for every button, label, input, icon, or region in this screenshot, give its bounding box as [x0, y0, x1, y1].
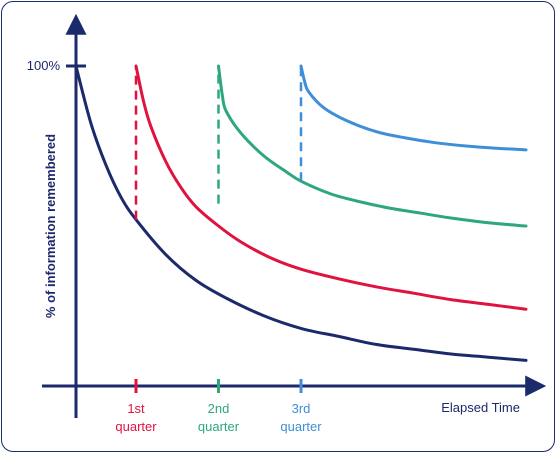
review-drops-group: [134, 66, 303, 220]
retention-curve-0: [74, 64, 528, 362]
review-label-line1-2: 3rd: [292, 401, 311, 416]
retention-curve-3: [299, 64, 528, 152]
review-label-line2-2: quarter: [280, 419, 322, 434]
review-label-line1-0: 1st: [127, 401, 145, 416]
curves-group: [74, 64, 528, 362]
review-label-line1-1: 2nd: [208, 401, 230, 416]
review-label-line2-0: quarter: [115, 419, 157, 434]
y-tick-100-label: 100%: [27, 58, 61, 73]
review-label-line2-1: quarter: [198, 419, 240, 434]
x-axis-label: Elapsed Time: [441, 400, 520, 415]
y-axis-label: % of information remembered: [43, 134, 58, 318]
chart-frame: [1, 1, 555, 452]
retention-curve-2: [217, 64, 528, 228]
retention-curve-1: [134, 64, 528, 311]
review-markers-group: 1st quarter 2nd quarter 3rd quarter: [115, 379, 322, 434]
